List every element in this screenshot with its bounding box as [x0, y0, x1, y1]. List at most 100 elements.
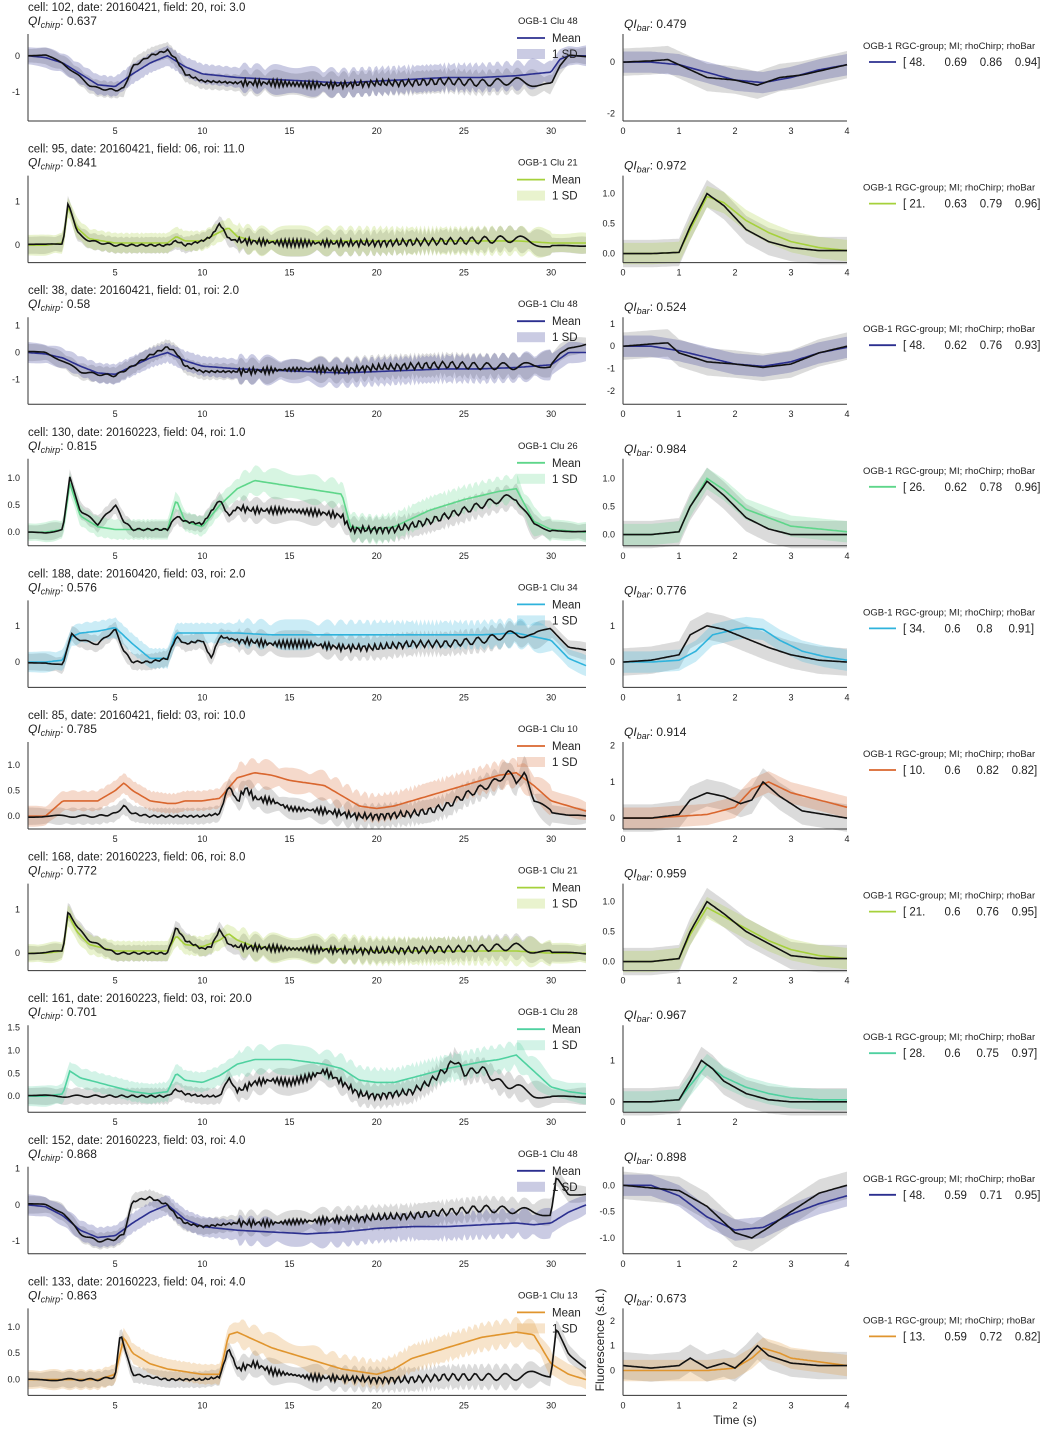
legend-sd-label: 1 SD [552, 1323, 578, 1335]
chirp-x-tick-label: 20 [372, 126, 382, 136]
chirp-x-tick-label: 20 [372, 976, 382, 986]
figure-row: cell: 133, date: 20160223, field: 04, ro… [7, 1276, 1040, 1410]
chirp-y-tick-label: 0.5 [7, 1348, 20, 1358]
chirp-cluster-mean-line [27, 54, 586, 88]
chirp-cluster-sd-band [28, 1316, 586, 1391]
group-legend-values: [ 48. 0.69 0.86 0.94] [903, 57, 1040, 69]
bar-x-tick-label: 4 [844, 409, 849, 419]
chirp-x-tick-label: 25 [459, 268, 469, 278]
chirp-y-tick-label: 1.0 [7, 1322, 20, 1332]
qi-bar-value: 0.524 [656, 300, 686, 314]
bar-cluster-sd-band [623, 185, 847, 265]
qi-chirp-value: 0.772 [67, 864, 97, 878]
bar-x-tick-label: 0 [620, 1117, 625, 1127]
chirp-y-tick-label: 0 [15, 948, 20, 958]
chirp-cell-response-line [28, 769, 587, 822]
chirp-x-tick-label: 30 [546, 1400, 556, 1410]
legend-sd-swatch [517, 190, 545, 201]
legend-mean-label: Mean [552, 1166, 581, 1178]
legend-sd-swatch [517, 49, 545, 59]
chirp-x-tick-label: 15 [285, 1400, 295, 1410]
legend-cluster-label: OGB-1 Clu 13 [518, 1290, 578, 1301]
bar-cell-response-line [623, 1059, 847, 1103]
legend-mean-label: Mean [552, 883, 581, 895]
legend-sd-swatch [517, 332, 545, 343]
chirp-cell-response-line [27, 48, 587, 92]
chirp-x-tick-label: 15 [285, 126, 295, 136]
chirp-legend: OGB-1 Clu 48 Mean 1 SD [517, 1149, 581, 1194]
qi-chirp-value: 0.815 [67, 439, 97, 453]
group-legend-title: OGB-1 RGC-group; MI; rhoChirp; rhoBar [863, 891, 1035, 902]
legend-cluster-label: OGB-1 Clu 48 [518, 1149, 578, 1160]
legend-sd-label: 1 SD [552, 1182, 578, 1194]
chirp-x-tick-label: 20 [372, 551, 382, 561]
chirp-cluster-mean-line [28, 1331, 587, 1381]
chirp-x-tick-label: 30 [546, 692, 556, 702]
chirp-cell-response-line [28, 911, 587, 957]
chirp-y-tick-label: 0.5 [7, 1068, 20, 1078]
chirp-y-tick-label: 1 [15, 905, 20, 915]
qi-bar-value: 0.898 [656, 1150, 686, 1164]
chirp-x-tick-label: 15 [285, 976, 295, 986]
bar-xlabel: Time (s) [713, 1413, 757, 1427]
qi-chirp-label: QIchirp: 0.841 [28, 156, 97, 172]
chirp-legend: OGB-1 Clu 34 Mean 1 SD [517, 582, 581, 627]
bar-x-tick-label: 1 [676, 1400, 681, 1410]
bar-y-tick-label: 0 [610, 1097, 615, 1107]
qi-chirp-label: QIchirp: 0.815 [28, 439, 97, 455]
chirp-x-tick-label: 20 [372, 1117, 382, 1127]
chirp-cell-response-line [28, 1328, 587, 1386]
group-legend-values: [ 48. 0.62 0.76 0.93] [903, 340, 1040, 352]
bar-x-tick-label: 1 [676, 1259, 681, 1269]
legend-cluster-label: OGB-1 Clu 48 [518, 16, 578, 27]
chirp-x-tick-label: 15 [285, 268, 295, 278]
bar-x-tick-label: 0 [620, 1259, 625, 1269]
chirp-legend: OGB-1 Clu 48 Mean 1 SD [517, 16, 581, 61]
chirp-x-tick-label: 20 [372, 268, 382, 278]
legend-mean-label: Mean [552, 33, 581, 45]
bar-y-tick-label: 0.5 [602, 219, 615, 229]
chirp-cell-response-line [28, 627, 587, 666]
bar-x-tick-label: 0 [620, 692, 625, 702]
figure-row: cell: 152, date: 20160223, field: 03, ro… [12, 1135, 1040, 1269]
legend-sd-label: 1 SD [552, 899, 578, 911]
cell-title: cell: 85, date: 20160421, field: 03, roi… [28, 710, 245, 722]
chirp-x-tick-label: 25 [459, 1400, 469, 1410]
legend-sd-swatch [517, 1181, 545, 1192]
qi-bar-value: 0.479 [656, 17, 686, 31]
bar-x-tick-label: 1 [676, 1117, 681, 1127]
chirp-y-tick-label: 0 [15, 1200, 20, 1210]
bar-y-tick-label: 0.5 [602, 927, 615, 937]
bar-x-tick-label: 3 [788, 692, 793, 702]
group-legend-values: [ 28. 0.6 0.75 0.97] [903, 1048, 1037, 1060]
chirp-x-tick-label: 10 [197, 692, 207, 702]
group-legend-values: [ 26. 0.62 0.78 0.96] [903, 482, 1040, 494]
qi-chirp-label: QIchirp: 0.772 [28, 864, 97, 880]
bar-x-tick-label: 1 [676, 409, 681, 419]
bar-cell-response-line [623, 900, 847, 963]
qi-bar-label: QIbar: 0.959 [624, 867, 687, 883]
chirp-cell-sd-band [28, 1320, 586, 1394]
chirp-x-tick-label: 20 [372, 1259, 382, 1269]
cell-title: cell: 130, date: 20160223, field: 04, ro… [28, 427, 245, 439]
chirp-y-tick-label: 1 [15, 1164, 20, 1174]
bar-x-tick-label: 1 [676, 834, 681, 844]
bar-x-tick-label: 0 [620, 268, 625, 278]
group-legend-title: OGB-1 RGC-group; MI; rhoChirp; rhoBar [863, 324, 1035, 335]
bar-y-tick-label: 0 [610, 1366, 615, 1376]
bar-y-tick-label: 1 [610, 319, 615, 329]
bar-x-tick-label: 0 [620, 126, 625, 136]
chirp-x-tick-label: 10 [197, 551, 207, 561]
chirp-y-tick-label: 1 [15, 197, 20, 207]
group-legend-title: OGB-1 RGC-group; MI; rhoChirp; rhoBar [863, 1315, 1035, 1326]
bar-cluster-sd-band [623, 896, 847, 973]
qi-bar-label: QIbar: 0.524 [624, 300, 687, 316]
chirp-x-tick-label: 10 [197, 834, 207, 844]
chirp-cluster-sd-band [28, 905, 586, 968]
group-legend-title: OGB-1 RGC-group; MI; rhoChirp; rhoBar [863, 607, 1035, 618]
chirp-y-tick-label: 0.5 [7, 500, 20, 510]
chirp-y-tick-label: 1.0 [7, 760, 20, 770]
chirp-cluster-sd-band [28, 45, 586, 99]
chirp-x-tick-label: 15 [285, 692, 295, 702]
chirp-y-tick-label: 0.0 [7, 1091, 20, 1101]
